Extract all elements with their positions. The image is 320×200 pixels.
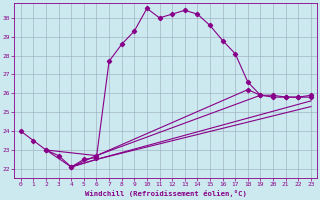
X-axis label: Windchill (Refroidissement éolien,°C): Windchill (Refroidissement éolien,°C) — [85, 190, 247, 197]
